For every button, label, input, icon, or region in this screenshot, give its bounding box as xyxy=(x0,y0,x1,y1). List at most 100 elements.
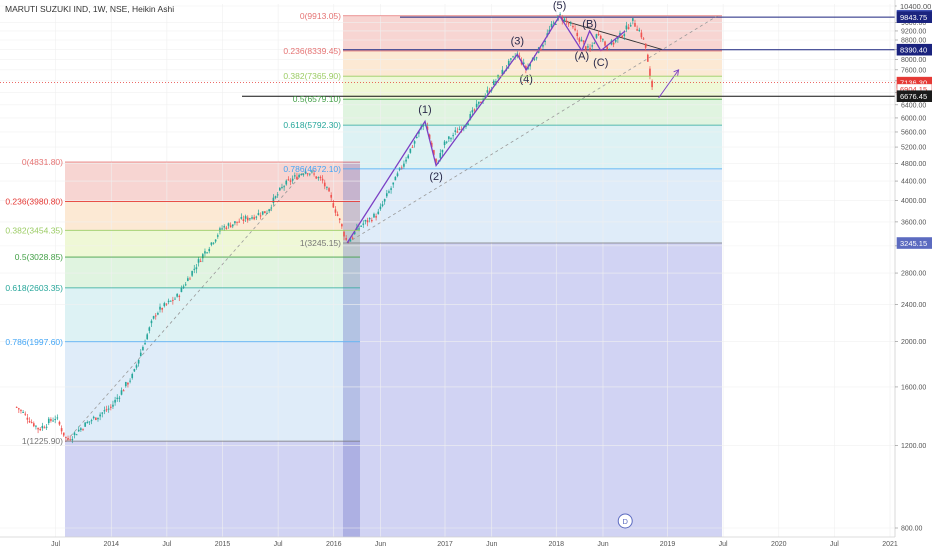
fib-zone-lower-3 xyxy=(65,257,360,288)
candle-body-23 xyxy=(65,436,67,438)
candle-body-15 xyxy=(47,418,50,424)
candle-body-62 xyxy=(148,327,151,331)
candle-body-204 xyxy=(452,135,454,137)
candle-body-181 xyxy=(403,163,405,167)
candle-body-205 xyxy=(454,130,457,132)
fib-label-lower-4: 0.618(2603.35) xyxy=(5,283,63,293)
candle-body-21 xyxy=(60,428,63,432)
candle-body-42 xyxy=(105,409,108,411)
fib-zone-lower-ext xyxy=(65,441,360,537)
price-tag-label-5: 6904.15 xyxy=(900,85,927,94)
candle-body-245 xyxy=(540,49,542,51)
candle-body-57 xyxy=(137,359,140,364)
y-tick-label-10: 6000.00 xyxy=(901,115,926,122)
candle-body-173 xyxy=(385,193,388,197)
fib-label-upper-0: 0(9913.05) xyxy=(300,11,341,21)
candle-body-172 xyxy=(383,199,386,202)
y-tick-label-15: 4000.00 xyxy=(901,198,926,205)
candle-body-76 xyxy=(178,295,181,297)
wave-label-7: (C) xyxy=(593,57,608,69)
candle-body-219 xyxy=(484,96,487,98)
candle-body-111 xyxy=(253,217,255,220)
y-tick-label-23: 800.00 xyxy=(901,526,923,533)
candle-body-67 xyxy=(159,306,161,310)
candle-body-90 xyxy=(208,248,211,252)
candle-body-43 xyxy=(107,408,110,410)
candle-body-25 xyxy=(69,439,71,441)
candle-body-230 xyxy=(507,60,510,66)
candle-body-210 xyxy=(465,125,467,127)
candle-body-194 xyxy=(430,142,433,148)
candle-body-82 xyxy=(191,270,193,276)
price-tag-label-0: 10400.00 xyxy=(900,2,931,11)
candle-body-144 xyxy=(323,182,326,187)
candle-body-81 xyxy=(189,278,191,280)
candle-body-38 xyxy=(97,417,99,420)
candle-body-266 xyxy=(584,46,587,50)
fib-label-lower-0: 0(4831.80) xyxy=(22,157,63,167)
candle-body-157 xyxy=(351,237,354,239)
fib-label-upper-3: 0.5(6579.10) xyxy=(293,94,341,104)
candle-body-6 xyxy=(28,421,31,423)
candle-body-285 xyxy=(625,25,628,30)
candle-body-125 xyxy=(283,186,285,188)
candle-body-39 xyxy=(99,414,101,417)
candle-body-20 xyxy=(58,421,61,425)
candle-body-103 xyxy=(236,221,238,223)
candle-body-79 xyxy=(184,284,187,286)
candle-body-3 xyxy=(22,412,24,414)
candle-body-40 xyxy=(101,412,104,414)
candle-body-217 xyxy=(480,101,482,103)
candle-body-50 xyxy=(122,390,125,392)
candle-body-215 xyxy=(475,103,478,108)
candle-body-273 xyxy=(599,35,602,39)
time-axis-bg xyxy=(0,537,932,550)
candle-body-126 xyxy=(285,180,288,185)
y-tick-label-5: 8000.00 xyxy=(901,57,926,64)
candle-body-92 xyxy=(212,242,215,244)
candle-body-59 xyxy=(142,346,144,351)
candle-body-63 xyxy=(150,320,153,324)
candle-body-200 xyxy=(443,141,446,146)
candle-body-75 xyxy=(176,293,178,297)
candle-body-7 xyxy=(30,422,33,424)
candle-body-34 xyxy=(88,421,91,423)
price-tag-label-7: 3245.15 xyxy=(900,239,927,248)
candle-body-33 xyxy=(86,422,89,424)
candle-body-145 xyxy=(326,186,328,188)
candle-body-104 xyxy=(238,221,241,223)
time-axis: Jul 2014 Jul 2015 Jul 2016 Jun 2017 Jun 2018 Jun 20… xyxy=(0,536,932,550)
candle-body-177 xyxy=(394,176,397,181)
candle-body-203 xyxy=(450,138,452,140)
candle-body-199 xyxy=(441,149,444,153)
candle-body-122 xyxy=(276,194,279,196)
candle-body-226 xyxy=(499,75,502,78)
candle-body-149 xyxy=(334,209,337,213)
candle-body-165 xyxy=(368,217,371,220)
fib-zone-lower-1 xyxy=(65,201,360,231)
fib-zone-upper-0 xyxy=(343,15,722,51)
candle-body-246 xyxy=(542,45,544,47)
candle-body-66 xyxy=(157,312,159,315)
candle-body-52 xyxy=(127,382,129,385)
candle-body-127 xyxy=(287,179,290,181)
candle-body-258 xyxy=(567,23,570,25)
candle-body-114 xyxy=(259,215,262,217)
y-tick-label-16: 3600.00 xyxy=(901,219,926,226)
candle-body-277 xyxy=(608,48,611,50)
candle-body-72 xyxy=(169,300,172,302)
dividend-marker xyxy=(617,513,633,529)
candle-body-166 xyxy=(371,219,373,222)
candle-body-107 xyxy=(244,216,247,219)
candle-body-70 xyxy=(165,303,168,305)
candle-body-235 xyxy=(518,55,521,57)
candle-body-282 xyxy=(619,32,621,36)
fib-zone-upper-ext xyxy=(343,243,722,537)
y-tick-label-6: 7600.00 xyxy=(901,67,926,74)
candle-body-272 xyxy=(597,33,600,35)
candle-body-201 xyxy=(445,141,448,143)
candle-body-22 xyxy=(62,432,65,436)
price-axis: 10400.009600.009200.008800.008400.008000… xyxy=(894,0,932,550)
candle-body-242 xyxy=(533,58,536,60)
